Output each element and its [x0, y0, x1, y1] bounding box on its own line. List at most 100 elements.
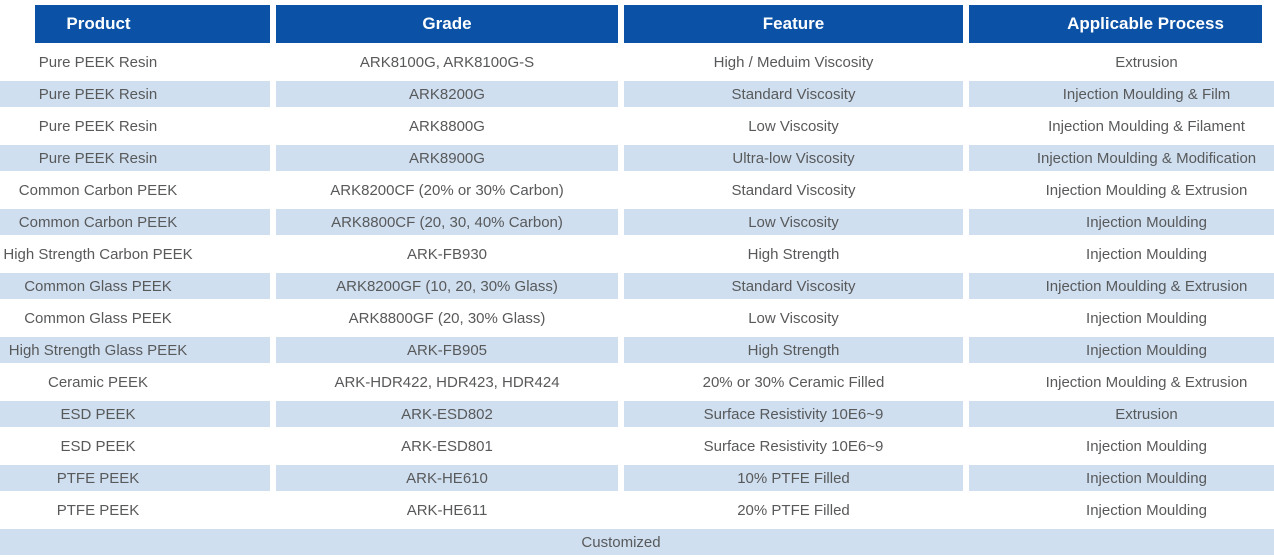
grade-cell: ARK8200GF (10, 20, 30% Glass) [276, 273, 618, 299]
column-divider [270, 209, 276, 235]
process-value: Injection Moulding & Filament [1048, 117, 1245, 135]
grade-cell: ARK8900G [276, 145, 618, 171]
column-divider [270, 5, 276, 43]
table-row: Pure PEEK Resin ARK8100G, ARK8100G-S Hig… [0, 43, 1274, 75]
product-value: Pure PEEK Resin [38, 117, 158, 135]
feature-cell: Standard Viscosity [624, 273, 963, 299]
column-divider [963, 81, 969, 107]
grade-cell: ARK8800GF (20, 30% Glass) [276, 305, 618, 331]
table-row: ESD PEEK ARK-ESD801 Surface Resistivity … [0, 427, 1274, 459]
process-cell: Injection Moulding [969, 433, 1274, 459]
product-value: Common Glass PEEK [24, 277, 172, 295]
grade-value: ARK-FB905 [406, 341, 488, 359]
process-value: Extrusion [1115, 405, 1178, 423]
table-row: Common Carbon PEEK ARK8200CF (20% or 30%… [0, 171, 1274, 203]
feature-value: Surface Resistivity 10E6~9 [703, 405, 884, 423]
grade-value: ARK8200G [409, 85, 485, 103]
header-label-applicable-process: Applicable Process [1067, 14, 1224, 33]
column-divider [270, 241, 276, 267]
product-cell: Common Glass PEEK [0, 305, 270, 331]
column-divider [270, 145, 276, 171]
grade-cell: ARK8800G [276, 113, 618, 139]
process-value: Injection Moulding [1086, 309, 1207, 327]
column-divider [963, 337, 969, 363]
product-value: High Strength Carbon PEEK [3, 245, 193, 263]
column-divider [618, 81, 624, 107]
process-cell: Injection Moulding & Film [969, 81, 1274, 107]
product-cell: PTFE PEEK [0, 497, 270, 523]
feature-value: Standard Viscosity [731, 181, 856, 199]
product-value: Common Carbon PEEK [18, 181, 178, 199]
grade-value: ARK-HDR422, HDR423, HDR424 [334, 373, 560, 391]
header-cell-grade: Grade [276, 5, 618, 43]
product-cell: High Strength Glass PEEK [0, 337, 270, 363]
process-value: Injection Moulding [1086, 213, 1207, 231]
table-row: Pure PEEK Resin ARK8900G Ultra-low Visco… [0, 139, 1274, 171]
table-row: PTFE PEEK ARK-HE611 20% PTFE Filled Inje… [0, 491, 1274, 523]
feature-cell: Low Viscosity [624, 113, 963, 139]
column-divider [270, 81, 276, 107]
product-cell: ESD PEEK [0, 433, 270, 459]
grade-cell: ARK-ESD801 [276, 433, 618, 459]
column-divider [270, 49, 276, 75]
process-value: Injection Moulding [1086, 341, 1207, 359]
feature-cell: 20% or 30% Ceramic Filled [624, 369, 963, 395]
column-divider [618, 241, 624, 267]
column-divider [618, 465, 624, 491]
feature-value: High Strength [747, 245, 840, 263]
header-cell-feature: Feature [624, 5, 963, 43]
grade-value: ARK-HE611 [406, 501, 488, 519]
product-value: Common Glass PEEK [24, 309, 172, 327]
column-divider [618, 497, 624, 523]
product-cell: Pure PEEK Resin [0, 145, 270, 171]
product-value: ESD PEEK [60, 405, 136, 423]
process-cell: Injection Moulding & Extrusion [969, 369, 1274, 395]
process-cell: Injection Moulding [969, 465, 1274, 491]
feature-value: 10% PTFE Filled [737, 469, 850, 487]
grade-cell: ARK-HDR422, HDR423, HDR424 [276, 369, 618, 395]
column-divider [963, 369, 969, 395]
feature-value: 20% PTFE Filled [737, 501, 850, 519]
column-divider [618, 5, 624, 43]
column-divider [618, 433, 624, 459]
grade-value: ARK8800G [409, 117, 485, 135]
product-cell: Common Glass PEEK [0, 273, 270, 299]
column-divider [270, 465, 276, 491]
process-cell: Injection Moulding [969, 209, 1274, 235]
grade-cell: ARK-FB905 [276, 337, 618, 363]
feature-value: High / Meduim Viscosity [713, 53, 874, 71]
customized-row-band: Customized [0, 529, 1274, 555]
product-value: Pure PEEK Resin [38, 53, 158, 71]
header-cell-product: Product [35, 5, 270, 43]
header-label-product: Product [66, 14, 131, 33]
table-row: Common Glass PEEK ARK8800GF (20, 30% Gla… [0, 299, 1274, 331]
column-divider [963, 433, 969, 459]
process-value: Extrusion [1115, 53, 1178, 71]
table-header-row: Product Grade Feature Applicable Process [0, 5, 1274, 43]
column-divider [963, 497, 969, 523]
feature-cell: Ultra-low Viscosity [624, 145, 963, 171]
process-value: Injection Moulding [1086, 469, 1207, 487]
feature-cell: Standard Viscosity [624, 177, 963, 203]
column-divider [270, 369, 276, 395]
product-value: High Strength Glass PEEK [8, 341, 188, 359]
header-label-feature: Feature [762, 14, 825, 33]
product-cell: High Strength Carbon PEEK [0, 241, 270, 267]
process-value: Injection Moulding & Modification [1036, 149, 1257, 167]
column-divider [963, 49, 969, 75]
feature-cell: High Strength [624, 337, 963, 363]
grade-value: ARK8800CF (20, 30, 40% Carbon) [331, 213, 563, 231]
column-divider [270, 401, 276, 427]
product-cell: Common Carbon PEEK [0, 177, 270, 203]
column-divider [618, 337, 624, 363]
product-cell: Pure PEEK Resin [0, 49, 270, 75]
table-row: High Strength Carbon PEEK ARK-FB930 High… [0, 235, 1274, 267]
process-cell: Injection Moulding [969, 305, 1274, 331]
column-divider [963, 113, 969, 139]
process-cell: Injection Moulding & Filament [969, 113, 1274, 139]
product-cell: ESD PEEK [0, 401, 270, 427]
product-cell: Ceramic PEEK [0, 369, 270, 395]
table-row: Pure PEEK Resin ARK8800G Low Viscosity I… [0, 107, 1274, 139]
grade-cell: ARK-HE610 [276, 465, 618, 491]
column-divider [618, 145, 624, 171]
